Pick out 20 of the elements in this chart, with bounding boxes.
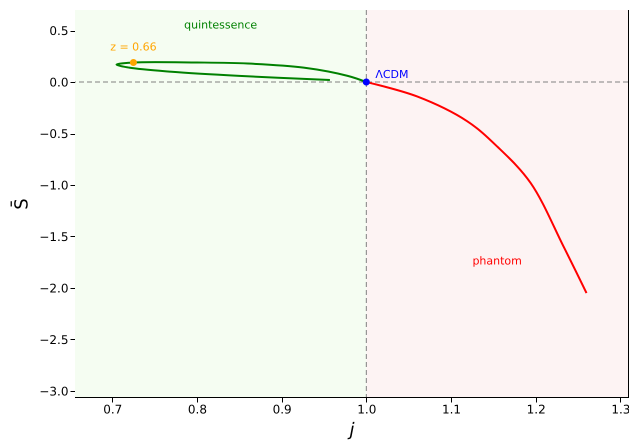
x-tick-label: 1.1 — [442, 402, 462, 416]
series-label: z = 0.66 — [110, 40, 157, 54]
y-axis-title: S̄ — [10, 198, 32, 210]
x-tick-label: 1.0 — [357, 402, 376, 416]
x-axis-title: j — [346, 420, 355, 440]
y-tick-label: −2.0 — [39, 281, 68, 296]
x-tick-label: 1.2 — [526, 402, 546, 416]
y-tick-label: −2.5 — [39, 332, 68, 347]
series-label: ΛCDM — [375, 68, 408, 82]
x-tick-label: 0.9 — [272, 402, 292, 416]
y-tick-label: 0.5 — [49, 24, 68, 38]
y-tick-label: −0.5 — [39, 127, 68, 142]
band-label: quintessence — [184, 18, 258, 32]
y-tick-label: −1.5 — [39, 230, 68, 244]
y-tick-label: 0.0 — [49, 76, 68, 90]
x-tick-label: 0.8 — [188, 402, 207, 416]
y-tick-label: −1.0 — [39, 178, 68, 192]
x-tick-label: 0.7 — [103, 402, 122, 416]
band-label: phantom — [472, 254, 522, 268]
y-tick-label: −3.0 — [39, 384, 68, 398]
